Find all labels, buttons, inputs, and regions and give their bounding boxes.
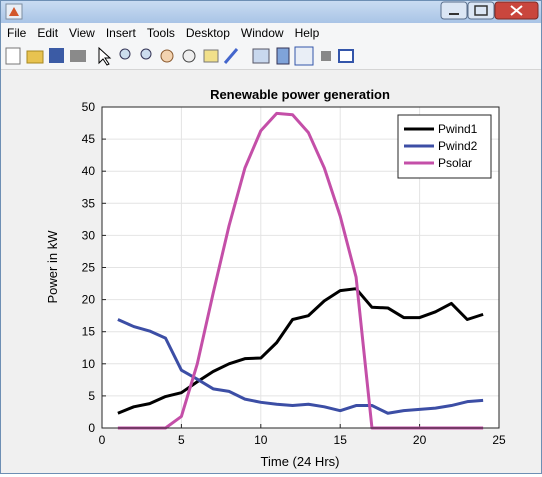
x-axis-label: Time (24 Hrs) xyxy=(261,454,340,469)
y-tick-label: 35 xyxy=(82,196,96,210)
figure-canvas: Renewable power generation Time (24 Hrs)… xyxy=(1,70,541,472)
x-tick-label: 25 xyxy=(492,433,506,447)
y-tick-label: 15 xyxy=(82,325,96,339)
x-tick-label: 10 xyxy=(254,433,268,447)
zoom-in-icon[interactable] xyxy=(120,49,130,59)
link-icon[interactable] xyxy=(253,49,269,63)
toolbar xyxy=(1,43,541,70)
y-axis-label: Power in kW xyxy=(45,230,60,304)
y-tick-label: 50 xyxy=(82,100,96,114)
toolbar-icons xyxy=(1,43,541,69)
y-tick-label: 30 xyxy=(82,228,96,242)
legend-icon[interactable] xyxy=(295,47,313,65)
y-tick-label: 5 xyxy=(88,389,95,403)
legend-label: Pwind2 xyxy=(438,139,478,153)
y-tick-label: 40 xyxy=(82,164,96,178)
rotate-icon[interactable] xyxy=(183,50,195,62)
new-icon[interactable] xyxy=(6,48,20,64)
menu-item[interactable]: Insert xyxy=(106,26,136,40)
x-tick-label: 20 xyxy=(413,433,427,447)
y-tick-label: 0 xyxy=(88,421,95,435)
menu-item[interactable]: View xyxy=(69,26,95,40)
y-tick-label: 20 xyxy=(82,293,96,307)
legend-label: Psolar xyxy=(438,156,472,170)
x-tick-label: 0 xyxy=(99,433,106,447)
hide-tools-icon[interactable] xyxy=(321,51,331,61)
menu-bar: File Edit View Insert Tools Desktop Window Help xyxy=(1,23,541,43)
title-bar xyxy=(1,1,541,23)
open-icon[interactable] xyxy=(27,51,43,63)
print-icon[interactable] xyxy=(70,50,86,62)
y-tick-label: 10 xyxy=(82,357,96,371)
figure-window: File Edit View Insert Tools Desktop Window Help… xyxy=(0,0,542,474)
x-tick-label: 15 xyxy=(334,433,348,447)
colorbar-icon[interactable] xyxy=(277,48,289,64)
title-bar-graphics xyxy=(1,1,541,23)
chart-title: Renewable power generation xyxy=(210,87,390,102)
save-icon[interactable] xyxy=(49,48,64,63)
pointer-icon[interactable] xyxy=(99,48,110,65)
menu-item[interactable]: Window xyxy=(241,26,284,40)
menu-item[interactable]: Tools xyxy=(147,26,175,40)
menu-item[interactable]: File xyxy=(7,26,26,40)
menu-item[interactable]: Desktop xyxy=(186,26,230,40)
pan-icon[interactable] xyxy=(161,50,173,62)
menu-item[interactable]: Help xyxy=(295,26,320,40)
brush-icon[interactable] xyxy=(225,49,237,63)
y-tick-label: 45 xyxy=(82,132,96,146)
show-tools-icon[interactable] xyxy=(339,50,353,62)
maximize-button[interactable] xyxy=(468,2,494,19)
datacursor-icon[interactable] xyxy=(204,50,218,62)
menu-item[interactable]: Edit xyxy=(37,26,58,40)
minimize-button[interactable] xyxy=(441,2,467,19)
y-tick-label: 25 xyxy=(82,261,96,275)
legend-label: Pwind1 xyxy=(438,122,478,136)
zoom-out-icon[interactable] xyxy=(141,49,151,59)
x-tick-label: 5 xyxy=(178,433,185,447)
